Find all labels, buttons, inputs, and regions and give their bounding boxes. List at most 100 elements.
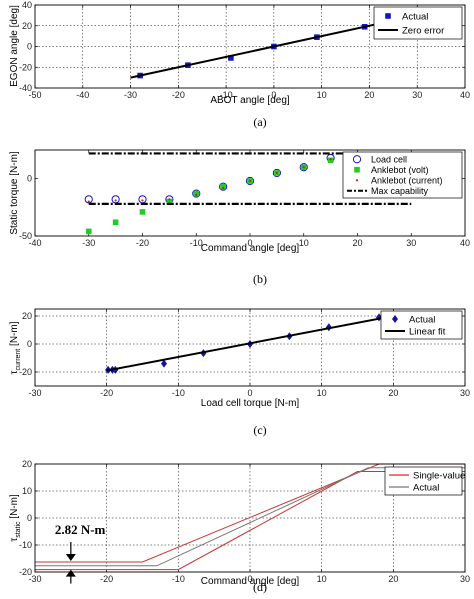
y-axis-label: EGON angle [deg] [9,5,20,87]
axes-frame [34,308,466,387]
x-tick-label: 10 [299,238,309,248]
y-axis-subscript: static [15,521,22,538]
data-point [168,198,171,201]
axes-frame [34,4,466,89]
y-axis-unit: [N-m] [9,494,20,521]
y-tick-label: -20 [19,367,32,377]
y-tick-label: 20 [22,21,32,31]
legend-label: Linear fit [409,326,446,337]
data-point [219,182,228,191]
y-axis-subscript: current [15,349,22,371]
data-point [166,198,173,205]
x-tick-label: 20 [364,90,374,100]
series-anklebot-volt- [85,157,334,235]
x-tick-label: -40 [76,90,89,100]
legend-label: Anklebot (volt) [371,165,429,175]
y-axis-label: τcurrent [N-m] [9,321,22,374]
x-tick-label: 20 [388,574,398,584]
x-tick-label: 20 [352,238,362,248]
x-tick-label: 30 [460,574,470,584]
data-point [141,199,144,202]
series-load-cell [84,153,335,204]
data-point [275,171,278,175]
axes-frame [34,463,466,573]
chart-a: -50 -40 -30 -20 -10 0 10 20 30 40-40-2002040Actua… [9,0,470,129]
legend-box [384,466,463,496]
y-axis-unit: [N-m] [9,321,20,348]
legend-box [380,310,463,340]
data-point [327,157,334,164]
legend-box [373,6,463,40]
data-point [161,359,167,368]
legend-label: Actual [409,314,435,325]
panel-caption: (d) [253,580,267,594]
legend-label: Zero error [402,25,444,36]
y-tick-label: 0 [27,339,32,349]
y-tick-label: 20 [22,311,32,321]
panel-caption: (c) [253,423,266,437]
x-axis-label: ABOT angle [deg] [210,95,290,106]
annotation-arrowhead [65,554,76,562]
x-tick-label: 30 [406,238,416,248]
data-point [329,158,332,161]
data-point [112,219,119,226]
y-axis-label: Static torque [N-m] [9,151,20,235]
series-line [106,315,394,372]
x-tick-label: -10 [172,388,185,398]
x-tick-label: 0 [271,90,276,100]
legend-swatch [352,155,362,164]
data-point [111,195,120,204]
x-tick-label: -10 [220,90,233,100]
annotation-label: 2.82 N-m [55,522,106,537]
x-tick-label: -30 [28,574,41,584]
x-tick-label: 10 [317,90,327,100]
data-point [195,193,198,196]
x-tick-label: 0 [247,574,252,584]
x-tick-label: 40 [460,238,470,248]
y-tick-label: 0 [27,174,32,184]
x-tick-label: 10 [317,574,327,584]
x-tick-label: 10 [317,388,327,398]
legend-label: Max capability [371,186,429,196]
data-point [245,176,255,186]
x-axis-label: Command angle [deg] [201,576,300,587]
y-axis-label: τstatic [N-m] [9,494,22,542]
legend: Actual Zero error [373,6,463,40]
data-point [222,186,225,189]
x-tick-label: -30 [28,388,41,398]
y-tick-label: 0 [27,42,32,52]
legend-label: Anklebot (current) [371,176,443,186]
panel-caption: (a) [253,115,266,129]
data-point [228,55,234,61]
series-anklebot-current- [87,158,332,203]
y-tick-label: 40 [22,0,32,10]
y-tick-label: -40 [19,83,32,93]
y-tick-label: 10 [22,486,32,496]
panel-caption: (b) [253,272,267,286]
data-point [138,195,147,204]
series-linear-fit [106,315,394,372]
x-tick-label: -20 [172,90,185,100]
legend-swatch [354,166,360,173]
x-tick-label: -20 [100,574,113,584]
y-axis-symbol: τ [9,370,20,374]
data-point [248,179,252,183]
y-tick-label: -20 [19,62,32,72]
x-tick-label: 30 [460,388,470,398]
x-tick-label: -10 [190,238,203,248]
data-point [85,228,92,235]
y-tick-label: -50 [19,231,32,241]
data-point [272,168,281,178]
x-tick-label: 20 [388,388,398,398]
data-point [220,183,226,190]
x-tick-label: -30 [124,90,137,100]
y-tick-label: 0 [27,513,32,523]
data-point [302,166,305,169]
